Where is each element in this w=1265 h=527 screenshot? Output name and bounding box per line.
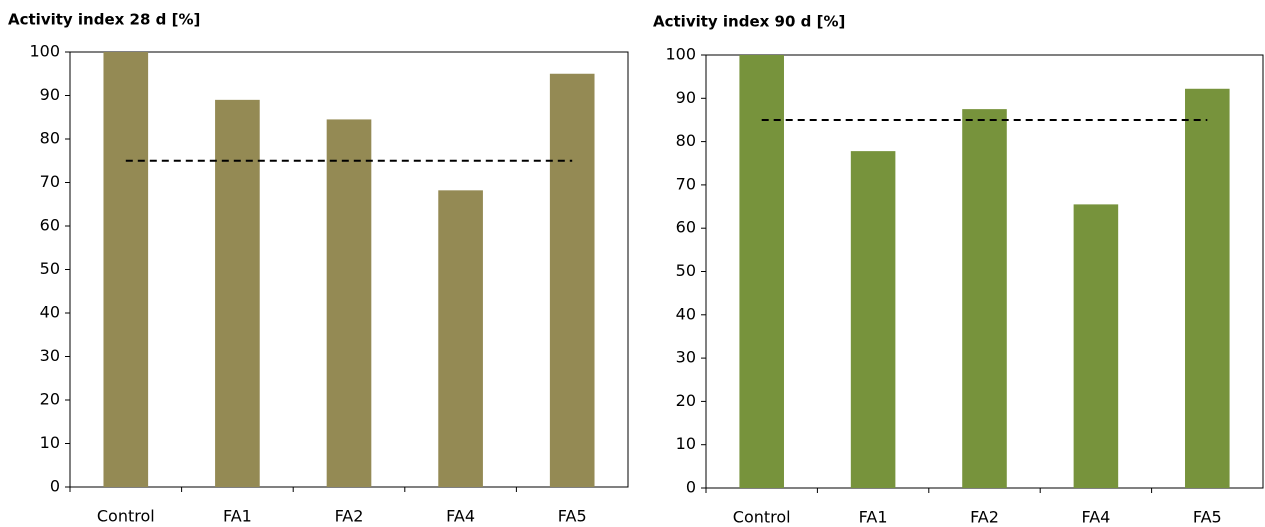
y-tick-label: 50 (676, 261, 696, 280)
bar (1185, 88, 1230, 489)
bar (326, 119, 372, 488)
y-tick-label: 100 (29, 42, 60, 61)
y-tick-label: 80 (676, 131, 696, 150)
y-tick-label: 90 (40, 85, 60, 104)
y-tick-label: 70 (676, 174, 696, 193)
bar (962, 109, 1007, 488)
bar (215, 99, 260, 487)
y-tick-label: 50 (40, 259, 60, 278)
y-tick-label: 10 (40, 433, 60, 452)
x-tick-label: FA1 (859, 508, 888, 527)
x-tick-label: FA2 (970, 508, 999, 527)
y-tick-label: 40 (676, 304, 696, 323)
y-tick-label: 40 (40, 303, 60, 322)
x-tick-label: FA5 (558, 507, 587, 526)
bar (850, 151, 896, 488)
bar (1073, 204, 1119, 488)
x-tick-label: FA4 (446, 507, 475, 526)
chart-title: Activity index 28 d [%] (8, 11, 200, 29)
chart-title: Activity index 90 d [%] (653, 13, 845, 31)
bar (438, 190, 483, 487)
bar (549, 73, 595, 487)
x-tick-label: FA5 (1193, 508, 1222, 527)
bar (739, 55, 784, 488)
y-tick-label: 30 (676, 348, 696, 367)
y-tick-label: 60 (676, 218, 696, 237)
bar (103, 52, 149, 487)
y-tick-label: 30 (40, 346, 60, 365)
x-tick-label: Control (97, 507, 155, 526)
y-tick-label: 20 (676, 391, 696, 410)
y-tick-label: 90 (676, 88, 696, 107)
y-tick-label: 80 (40, 129, 60, 148)
y-tick-label: 10 (676, 434, 696, 453)
y-tick-label: 0 (50, 477, 60, 496)
y-tick-label: 20 (40, 390, 60, 409)
x-tick-label: FA1 (223, 507, 252, 526)
x-tick-label: Control (733, 508, 791, 527)
x-tick-label: FA4 (1081, 508, 1110, 527)
y-tick-label: 0 (686, 478, 696, 497)
y-tick-label: 100 (665, 45, 696, 64)
y-tick-label: 70 (40, 172, 60, 191)
x-tick-label: FA2 (335, 507, 364, 526)
y-tick-label: 60 (40, 216, 60, 235)
